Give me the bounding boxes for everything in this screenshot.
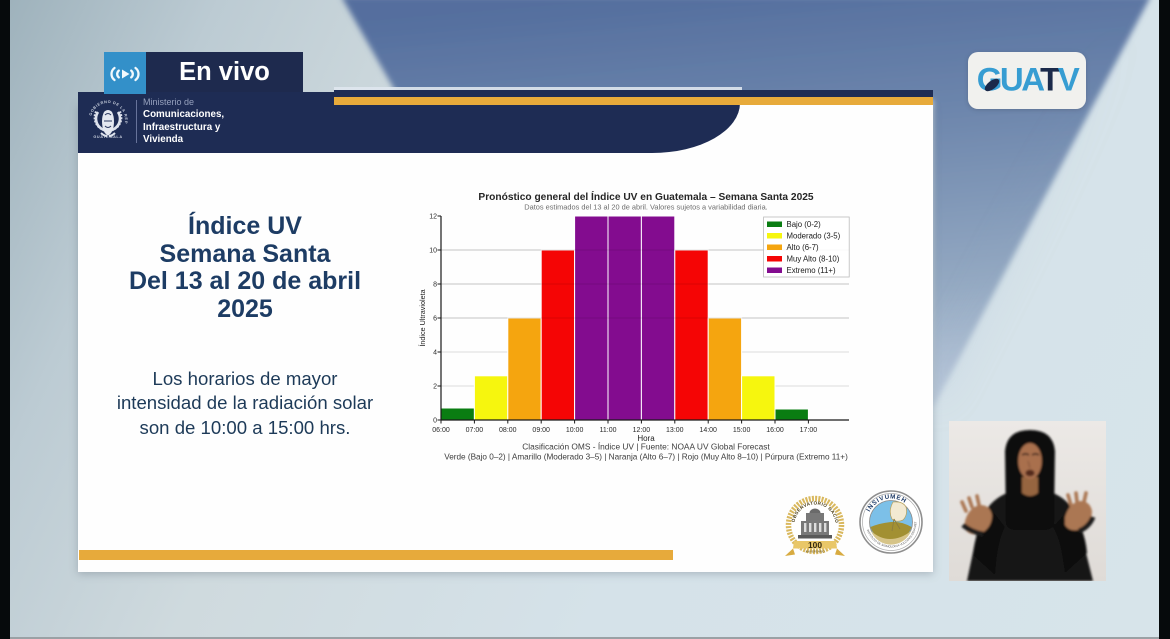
svg-text:12: 12	[429, 214, 437, 221]
svg-text:15:00: 15:00	[733, 427, 751, 434]
svg-text:Moderado (3-5): Moderado (3-5)	[787, 232, 841, 241]
svg-text:08:00: 08:00	[499, 427, 517, 434]
svg-text:100: 100	[808, 540, 822, 550]
svg-text:06:00: 06:00	[432, 427, 450, 434]
svg-text:ANIVERSARIO: ANIVERSARIO	[805, 550, 825, 554]
svg-text:Bajo (0-2): Bajo (0-2)	[787, 220, 822, 229]
svg-text:17:00: 17:00	[800, 427, 818, 434]
svg-text:Clasificación OMS - Índice UV: Clasificación OMS - Índice UV | Fuente: …	[522, 442, 770, 452]
svg-text:10:00: 10:00	[566, 427, 584, 434]
svg-text:Pronóstico general del Índice: Pronóstico general del Índice UV en Guat…	[478, 190, 814, 203]
svg-text:12:00: 12:00	[633, 427, 651, 434]
svg-text:13:00: 13:00	[666, 427, 684, 434]
svg-text:8: 8	[433, 282, 437, 289]
svg-text:6: 6	[433, 316, 437, 323]
svg-text:2: 2	[433, 384, 437, 391]
svg-text:Hora: Hora	[637, 434, 655, 443]
svg-text:11:00: 11:00	[600, 427, 617, 434]
svg-text:GUATEMALA: GUATEMALA	[93, 135, 122, 139]
svg-text:4: 4	[433, 350, 437, 357]
svg-text:Verde (Bajo 0–2) | Amarillo (M: Verde (Bajo 0–2) | Amarillo (Moderado 3–…	[444, 453, 848, 462]
svg-text:Alto (6-7): Alto (6-7)	[787, 243, 819, 252]
svg-text:0: 0	[433, 418, 437, 425]
svg-text:09:00: 09:00	[532, 427, 550, 434]
svg-text:10: 10	[429, 248, 437, 255]
svg-text:16:00: 16:00	[766, 427, 784, 434]
svg-text:07:00: 07:00	[466, 427, 484, 434]
svg-text:Índice Ultravioleta: Índice Ultravioleta	[418, 289, 427, 346]
svg-text:Muy Alto (8-10): Muy Alto (8-10)	[787, 255, 840, 264]
svg-text:Extremo (11+): Extremo (11+)	[787, 266, 836, 275]
svg-text:Datos estimados del 13 al 20 d: Datos estimados del 13 al 20 de abril. V…	[524, 203, 767, 212]
svg-text:14:00: 14:00	[699, 427, 717, 434]
